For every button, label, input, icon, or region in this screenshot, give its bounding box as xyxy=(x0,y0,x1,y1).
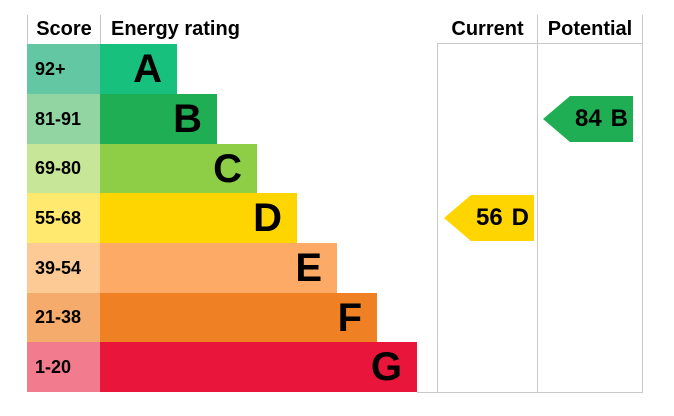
score-range-c: 69-80 xyxy=(27,144,100,193)
potential-rating-value: 84 xyxy=(574,105,602,132)
rating-letter-g: G xyxy=(370,345,402,389)
potential-rating-band: B xyxy=(610,105,629,132)
energy-rating-column-header: Energy rating xyxy=(101,15,447,43)
rating-letter-f: F xyxy=(337,295,362,340)
rating-bar-a: A xyxy=(100,44,177,94)
score-range-b: 81-91 xyxy=(27,94,100,144)
table-bottom-border xyxy=(417,392,643,393)
rating-bar-e: E xyxy=(100,243,337,293)
rating-letter-c: C xyxy=(213,146,242,191)
score-range-f: 21-38 xyxy=(27,293,100,342)
potential-rating-arrow: 84 B xyxy=(543,96,633,142)
rating-bar-d: D xyxy=(100,193,297,243)
rating-bar-g: G xyxy=(100,342,417,392)
score-range-g: 1-20 xyxy=(27,342,100,392)
rating-bar-c: C xyxy=(100,144,257,193)
rating-letter-b: B xyxy=(173,97,202,141)
rating-letter-d: D xyxy=(253,196,282,240)
potential-column-header: Potential xyxy=(538,15,642,43)
rating-bar-f: F xyxy=(100,293,377,342)
score-range-d: 55-68 xyxy=(27,193,100,243)
score-range-a: 92+ xyxy=(27,44,100,94)
table-right-border xyxy=(642,15,643,392)
potential-column-left-border xyxy=(537,15,538,392)
current-rating-value: 56 xyxy=(475,204,503,231)
current-rating-arrow: 56 D xyxy=(444,195,534,241)
rating-letter-a: A xyxy=(133,47,162,91)
current-rating-band: D xyxy=(511,204,530,231)
score-range-e: 39-54 xyxy=(27,243,100,293)
header-left-border xyxy=(27,15,28,44)
score-column-header: Score xyxy=(28,15,100,43)
header-bottom-border xyxy=(437,43,643,44)
current-column-left-border xyxy=(437,15,438,392)
rating-bar-b: B xyxy=(100,94,217,144)
rating-letter-e: E xyxy=(295,246,322,290)
current-column-header: Current xyxy=(438,15,537,43)
header-score-divider xyxy=(100,15,101,44)
